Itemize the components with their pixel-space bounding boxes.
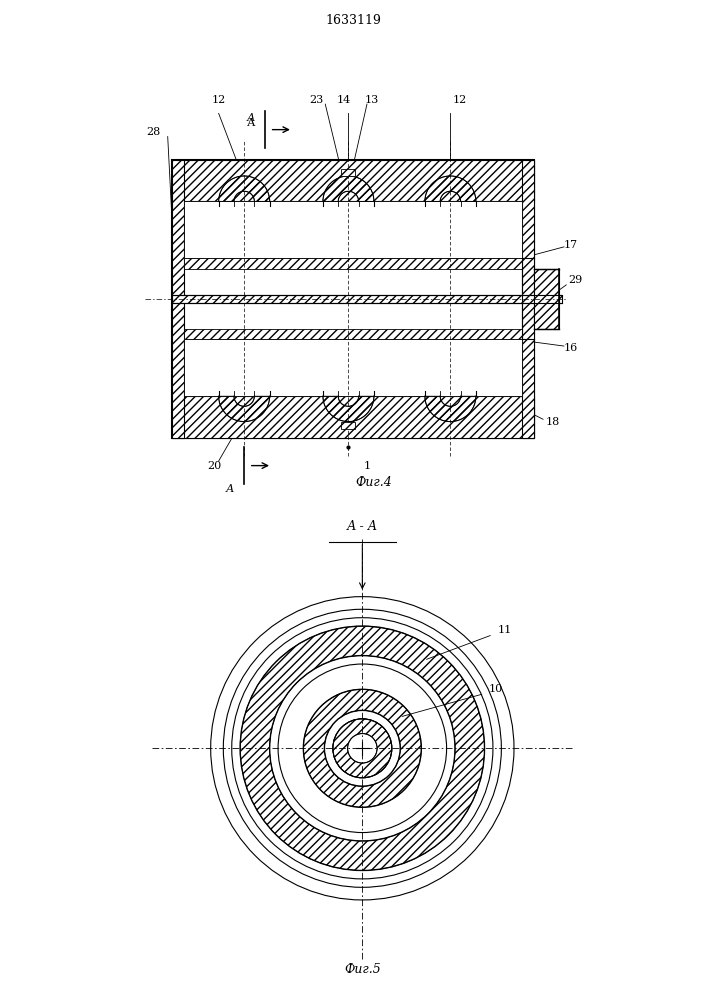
Text: 20: 20: [207, 461, 221, 471]
Bar: [184, 201, 522, 396]
Bar: [173, 295, 561, 303]
Text: Фиг.5: Фиг.5: [344, 963, 380, 976]
Text: 13: 13: [365, 95, 379, 105]
Bar: [173, 160, 534, 438]
Bar: [184, 258, 522, 269]
Bar: [184, 339, 522, 396]
Text: 1633119: 1633119: [325, 14, 382, 27]
Text: 28: 28: [146, 127, 161, 137]
Circle shape: [278, 664, 447, 833]
Text: 16: 16: [563, 343, 578, 353]
Bar: [522, 160, 534, 438]
Text: Фиг.4: Фиг.4: [355, 476, 392, 489]
Text: 23: 23: [309, 95, 323, 105]
Bar: [184, 201, 522, 258]
Text: А - А: А - А: [346, 520, 378, 533]
Text: 29: 29: [568, 275, 583, 285]
Bar: [534, 269, 559, 329]
Circle shape: [333, 719, 392, 778]
Text: 17: 17: [563, 240, 578, 250]
Text: А: А: [226, 484, 235, 494]
Bar: [173, 396, 534, 438]
Bar: [173, 160, 534, 201]
Bar: [184, 329, 522, 339]
Text: 11: 11: [497, 625, 511, 635]
Bar: [173, 160, 184, 438]
Text: 12: 12: [452, 95, 467, 105]
Text: 12: 12: [211, 95, 226, 105]
Text: А: А: [247, 118, 255, 128]
Text: 1: 1: [363, 461, 370, 471]
Text: 10: 10: [489, 684, 503, 694]
Text: А: А: [247, 113, 255, 123]
Text: 14: 14: [337, 95, 351, 105]
Bar: [341, 422, 356, 429]
Bar: [341, 169, 356, 176]
Text: 18: 18: [545, 417, 559, 427]
